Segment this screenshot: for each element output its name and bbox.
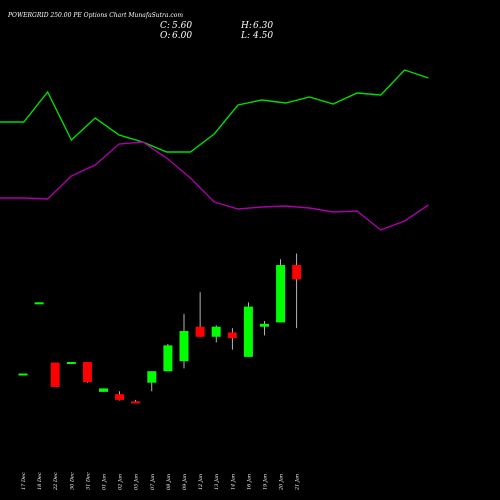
open-value: 6.00 (172, 31, 192, 41)
x-tick-label: 14 Jan (230, 474, 236, 490)
candle-body (66, 362, 76, 365)
candle-body (131, 401, 141, 404)
candle-body (163, 345, 173, 372)
x-tick-label: 09 Jan (182, 474, 188, 490)
x-tick-label: 21 Jan (295, 474, 301, 491)
x-tick-label: 07 Jan (150, 474, 156, 490)
candle-body (18, 373, 28, 376)
x-tick-label: 01 Jan (102, 474, 108, 490)
x-tick-label: 20 Jan (279, 474, 285, 491)
x-tick-label: 22 Dec (53, 472, 59, 491)
candle-body (276, 265, 286, 323)
green-indicator-line (0, 69, 429, 153)
candle-body (292, 265, 302, 280)
x-tick-label: 16 Jan (246, 474, 252, 490)
open-label: O: (160, 31, 170, 41)
x-tick-label: 17 Dec (21, 472, 27, 490)
x-tick-label: 08 Jan (166, 474, 172, 490)
x-tick-label: 05 Jan (134, 474, 140, 490)
close-label: C: (160, 21, 170, 31)
high-label: H: (240, 21, 252, 31)
close-value: 5.60 (172, 21, 192, 31)
x-tick-label: 19 Jan (263, 474, 269, 490)
candle-body (227, 332, 237, 339)
high-value: 6.30 (253, 21, 273, 31)
chart-title: POWERGRID 250.00 PE Options Chart Munafa… (7, 12, 183, 19)
candle-body (179, 331, 189, 362)
candle-body (147, 371, 157, 383)
x-tick-label: 13 Jan (214, 474, 220, 490)
purple-indicator-line (0, 141, 429, 231)
low-label: L: (240, 31, 250, 41)
candle-body (50, 362, 60, 387)
candle-body (115, 394, 125, 400)
x-tick-label: 12 Jan (198, 474, 204, 490)
candle-body (195, 326, 205, 337)
candle-body (260, 323, 269, 327)
candle-body (243, 306, 253, 357)
x-tick-label: 02 Jan (118, 474, 124, 490)
candle-body (82, 362, 92, 383)
candles (18, 253, 302, 404)
ohlc-readout: C: 5.60 H: 6.30 O: 6.00 L: 4.50 (160, 21, 273, 41)
x-tick-label: 18 Dec (37, 472, 43, 490)
x-tick-label: 30 Dec (69, 472, 75, 490)
candle-body (34, 302, 44, 305)
x-axis: 17 Dec 18 Dec 22 Dec 30 Dec 31 Dec 01 Jan 02 J… (21, 472, 301, 491)
candle-body (211, 326, 221, 337)
low-value: 4.50 (252, 31, 273, 41)
indicator-lines (0, 69, 429, 231)
candle-body (99, 388, 108, 392)
x-tick-label: 31 Dec (85, 472, 91, 490)
